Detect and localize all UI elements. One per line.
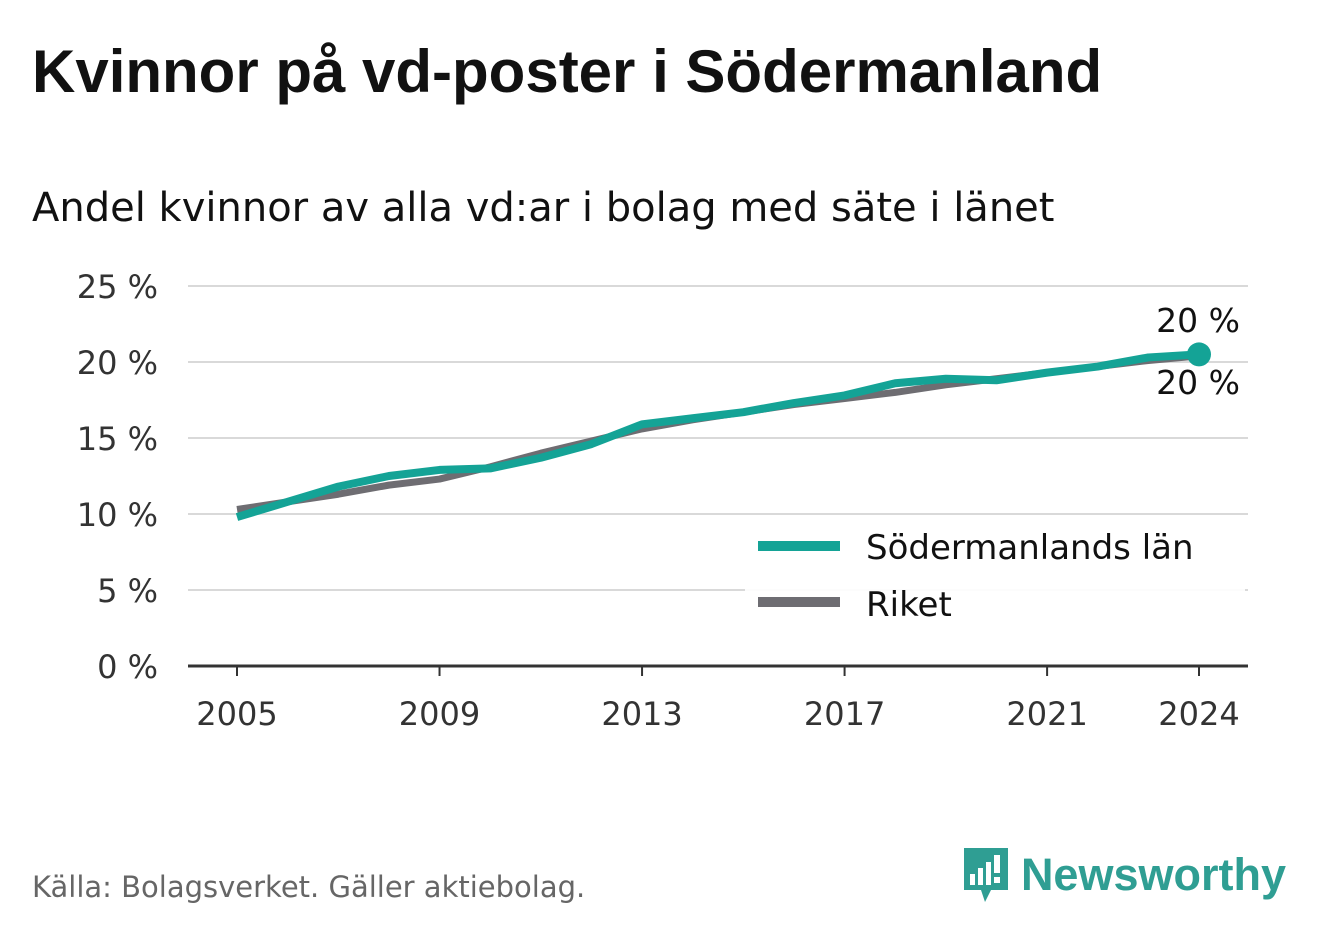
y-tick-label: 15 % (77, 420, 158, 458)
brand-name: Newsworthy (1020, 849, 1286, 900)
legend-label-sodermanland: Södermanlands län (866, 528, 1194, 568)
y-tick-label: 10 % (77, 496, 158, 534)
source-note: Källa: Bolagsverket. Gäller aktiebolag. (32, 870, 586, 904)
end-point-marker (1187, 342, 1211, 367)
end-label-sodermanland: 20 % (1156, 301, 1240, 340)
x-axis-tick-labels: 2005 2009 2013 2017 2021 2024 (196, 666, 1240, 733)
x-tick-label: 2009 (399, 695, 480, 733)
y-tick-label: 5 % (97, 572, 158, 610)
legend-background (745, 516, 1245, 628)
end-labels: 20 % 20 % (1156, 301, 1240, 402)
legend: Södermanlands län Riket (745, 516, 1245, 628)
legend-label-riket: Riket (866, 585, 952, 625)
x-tick-label: 2021 (1006, 695, 1087, 733)
end-label-riket: 20 % (1156, 363, 1240, 402)
x-tick-label: 2017 (804, 695, 885, 733)
y-tick-label: 20 % (77, 344, 158, 382)
x-tick-label: 2005 (196, 695, 277, 733)
newsworthy-logo-icon (963, 848, 1008, 902)
y-tick-label: 0 % (97, 648, 158, 686)
series-lines (235, 342, 1211, 521)
x-tick-label: 2013 (601, 695, 682, 733)
gridlines (188, 285, 1248, 668)
y-axis-tick-labels: 0 % 5 % 10 % 15 % 20 % 25 % (77, 268, 158, 686)
series-line-riket (236, 352, 1200, 513)
chart-subtitle: Andel kvinnor av alla vd:ar i bolag med … (32, 185, 1055, 231)
y-tick-label: 25 % (77, 268, 158, 306)
chart-title: Kvinnor på vd-poster i Södermanland (32, 38, 1103, 105)
x-tick-label: 2024 (1158, 695, 1239, 733)
brand-logo: Newsworthy (961, 846, 1286, 904)
series-line-sodermanland (235, 350, 1200, 521)
